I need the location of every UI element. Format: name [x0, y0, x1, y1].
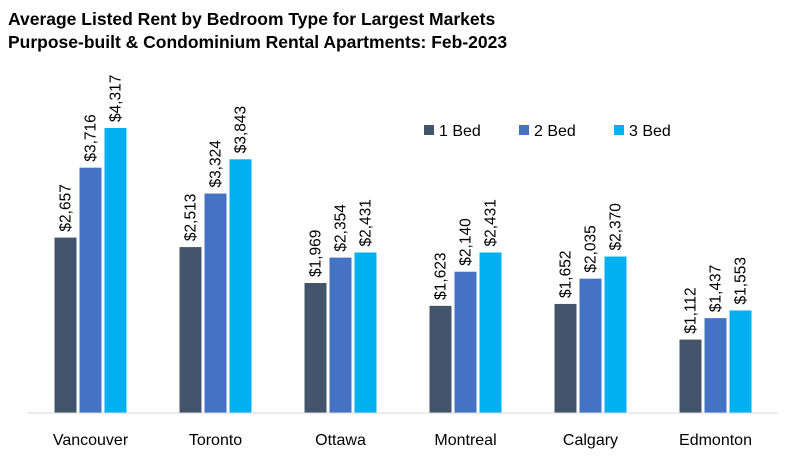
category-label-calgary: Calgary [563, 432, 618, 449]
data-label-calgary-2-bed: $2,035 [583, 225, 600, 272]
bar-toronto-3-bed [229, 159, 252, 413]
bar-toronto-2-bed [204, 193, 227, 413]
category-label-edmonton: Edmonton [679, 432, 752, 449]
bar-vancouver-3-bed [104, 128, 127, 413]
legend-swatch-2-bed [519, 125, 529, 135]
bar-edmonton-1-bed [679, 339, 702, 413]
data-label-montreal-3-bed: $2,431 [483, 199, 500, 246]
data-label-vancouver-2-bed: $3,716 [83, 114, 100, 161]
data-label-toronto-1-bed: $2,513 [183, 194, 200, 241]
data-label-ottawa-3-bed: $2,431 [358, 199, 375, 246]
category-labels-layer: Vancouver Toronto Ottawa Montreal Calgary Edm… [53, 432, 752, 449]
bar-ottawa-1-bed [304, 283, 327, 413]
category-label-ottawa: Ottawa [315, 432, 366, 449]
bars-layer [54, 128, 752, 413]
bar-edmonton-3-bed [729, 310, 752, 413]
bar-calgary-2-bed [579, 278, 602, 413]
bar-edmonton-2-bed [704, 318, 727, 413]
chart-subtitle: Purpose-built & Condominium Rental Apart… [8, 32, 508, 52]
data-label-vancouver-3-bed: $4,317 [108, 75, 125, 122]
data-label-toronto-2-bed: $3,324 [208, 140, 225, 188]
data-label-ottawa-1-bed: $1,969 [308, 230, 325, 277]
data-label-edmonton-2-bed: $1,437 [708, 265, 725, 312]
data-label-vancouver-1-bed: $2,657 [58, 184, 75, 231]
data-label-calgary-1-bed: $1,652 [558, 251, 575, 298]
category-label-montreal: Montreal [434, 432, 496, 449]
legend-swatch-1-bed [424, 125, 434, 135]
bar-ottawa-2-bed [329, 257, 352, 413]
bar-calgary-1-bed [554, 303, 577, 413]
data-label-toronto-3-bed: $3,843 [233, 106, 250, 153]
legend-label-3-bed: 3 Bed [629, 123, 671, 140]
chart-title-block: Average Listed Rent by Bedroom Type for … [8, 8, 507, 54]
legend-label-2-bed: 2 Bed [534, 123, 576, 140]
bar-ottawa-3-bed [354, 252, 377, 413]
bar-toronto-1-bed [179, 247, 202, 413]
category-label-toronto: Toronto [189, 432, 242, 449]
bar-montreal-3-bed [479, 252, 502, 413]
bar-vancouver-1-bed [54, 237, 77, 413]
category-label-vancouver: Vancouver [53, 432, 129, 449]
data-label-edmonton-3-bed: $1,553 [733, 257, 750, 304]
data-label-montreal-2-bed: $2,140 [458, 218, 475, 266]
data-labels-layer: $2,657 $3,716 $4,317 $2,513 $3,324 $3,843 $1,9… [58, 75, 750, 334]
chart-title: Average Listed Rent by Bedroom Type for … [8, 9, 496, 29]
bar-montreal-2-bed [454, 271, 477, 413]
legend: 1 Bed 2 Bed 3 Bed [424, 123, 671, 140]
data-label-montreal-1-bed: $1,623 [433, 252, 450, 299]
legend-swatch-3-bed [614, 125, 624, 135]
data-label-ottawa-2-bed: $2,354 [333, 204, 350, 252]
bar-calgary-3-bed [604, 256, 627, 413]
bar-montreal-1-bed [429, 305, 452, 413]
data-label-calgary-3-bed: $2,370 [608, 203, 625, 251]
bar-vancouver-2-bed [79, 167, 102, 413]
legend-label-1-bed: 1 Bed [439, 123, 481, 140]
data-label-edmonton-1-bed: $1,112 [683, 287, 700, 333]
